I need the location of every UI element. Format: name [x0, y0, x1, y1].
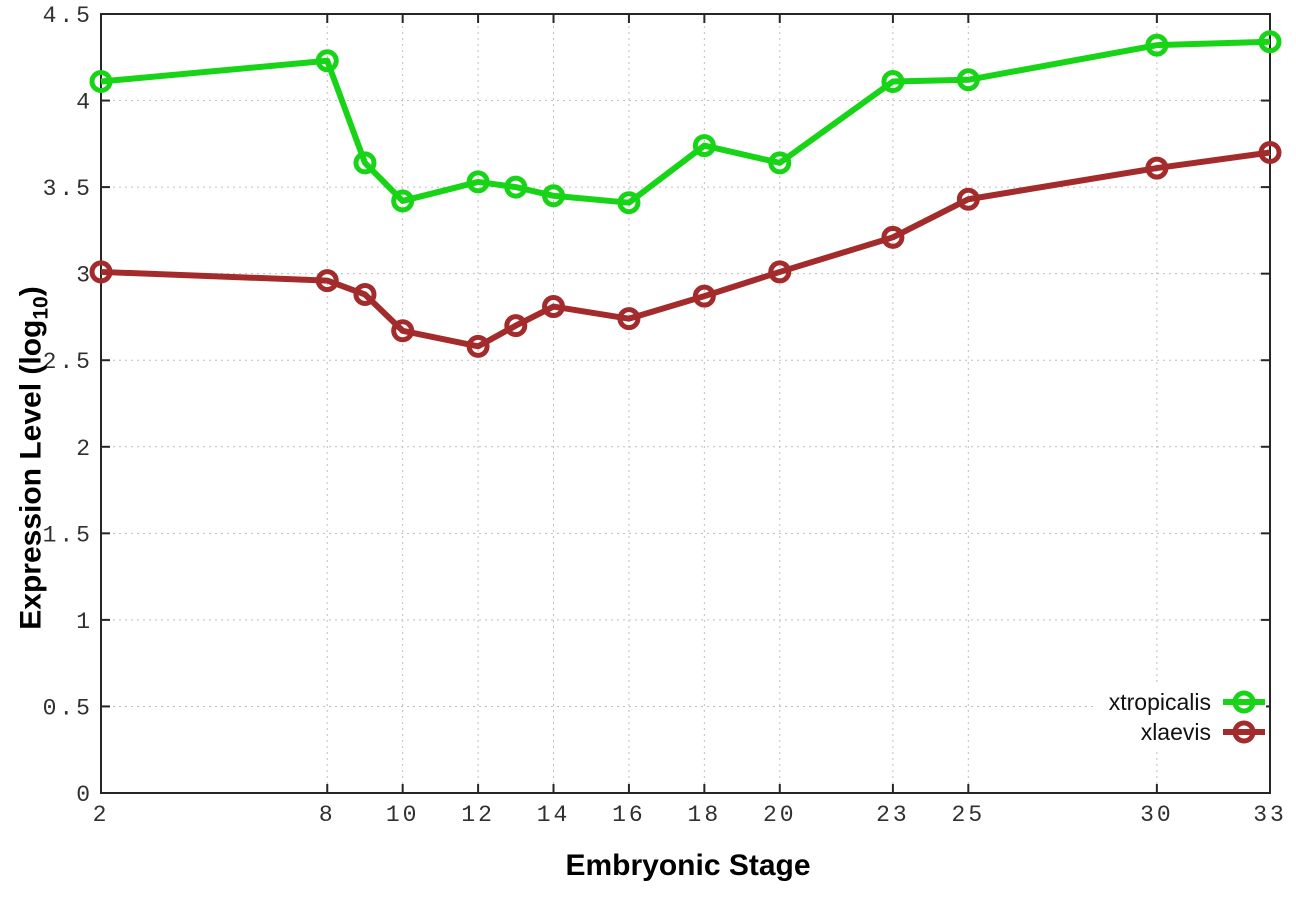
x-axis-title: Embryonic Stage	[565, 849, 811, 882]
y-axis-title-text: Expression Level (log	[14, 319, 48, 630]
y-axis-title-subscript: 10	[29, 296, 53, 320]
data-point-xtropicalis	[1258, 30, 1282, 54]
data-point-xlaevis	[542, 295, 566, 319]
series-line-xlaevis	[100, 149, 1271, 350]
y-axis-title: Expression Level (log10)	[15, 286, 54, 629]
x-tick-label: 18	[688, 802, 722, 828]
y-tick-label: 1.5	[43, 522, 93, 548]
data-point-xtropicalis	[956, 68, 980, 92]
x-tick-label: 30	[1140, 802, 1174, 828]
legend: xtropicalis xlaevis	[1094, 685, 1266, 749]
data-point-xtropicalis	[89, 70, 113, 94]
x-tick-label: 20	[763, 802, 797, 828]
x-tick-label: 12	[461, 802, 495, 828]
x-tick-label: 14	[537, 802, 571, 828]
data-point-xlaevis	[768, 260, 792, 284]
data-point-xlaevis	[1145, 156, 1169, 180]
x-tick-label: 33	[1253, 802, 1287, 828]
data-point-xtropicalis	[315, 49, 339, 73]
y-tick-label: 4.5	[43, 3, 93, 29]
x-tick-label: 2	[93, 802, 110, 828]
data-point-xtropicalis	[692, 134, 716, 158]
data-point-xlaevis	[391, 319, 415, 343]
data-point-xtropicalis	[353, 151, 377, 175]
data-point-xtropicalis	[466, 170, 490, 194]
data-point-xtropicalis	[617, 191, 641, 215]
y-tick-label: 2.5	[43, 349, 93, 375]
data-point-xtropicalis	[504, 175, 528, 199]
x-tick-label: 16	[612, 802, 646, 828]
data-point-xlaevis	[1258, 140, 1282, 164]
y-tick-label: 3.5	[43, 176, 93, 202]
data-point-xlaevis	[692, 284, 716, 308]
x-tick-label: 10	[386, 802, 420, 828]
x-tick-label: 8	[319, 802, 336, 828]
legend-point-marker	[1232, 720, 1256, 744]
data-point-xtropicalis	[881, 70, 905, 94]
data-point-xtropicalis	[391, 189, 415, 213]
y-tick-label: 0.5	[43, 695, 93, 721]
x-tick-label: 23	[876, 802, 910, 828]
y-tick-label: 4	[76, 90, 93, 116]
data-point-xlaevis	[504, 314, 528, 338]
data-point-xlaevis	[617, 307, 641, 331]
x-tick-label: 25	[952, 802, 986, 828]
y-tick-label: 2	[76, 436, 93, 462]
data-point-xlaevis	[315, 269, 339, 293]
plot-border	[100, 13, 1271, 794]
data-point-xtropicalis	[768, 151, 792, 175]
y-axis-title-close: )	[14, 286, 48, 297]
data-point-xlaevis	[466, 334, 490, 358]
legend-sample-xtropicalis	[1223, 690, 1265, 714]
data-point-xlaevis	[881, 225, 905, 249]
data-point-xlaevis	[956, 187, 980, 211]
legend-item-xtropicalis: xtropicalis	[1109, 687, 1266, 717]
legend-point-marker	[1232, 690, 1256, 714]
y-tick-label: 0	[76, 782, 93, 808]
data-point-xlaevis	[353, 282, 377, 306]
y-tick-label: 3	[76, 263, 93, 289]
legend-label: xlaevis	[1140, 718, 1211, 745]
data-point-xlaevis	[89, 260, 113, 284]
data-point-xtropicalis	[542, 184, 566, 208]
y-tick-label: 1	[76, 609, 93, 635]
data-point-xtropicalis	[1145, 33, 1169, 57]
legend-item-xlaevis: xlaevis	[1109, 717, 1266, 747]
legend-sample-xlaevis	[1223, 720, 1265, 744]
legend-label: xtropicalis	[1108, 688, 1211, 715]
